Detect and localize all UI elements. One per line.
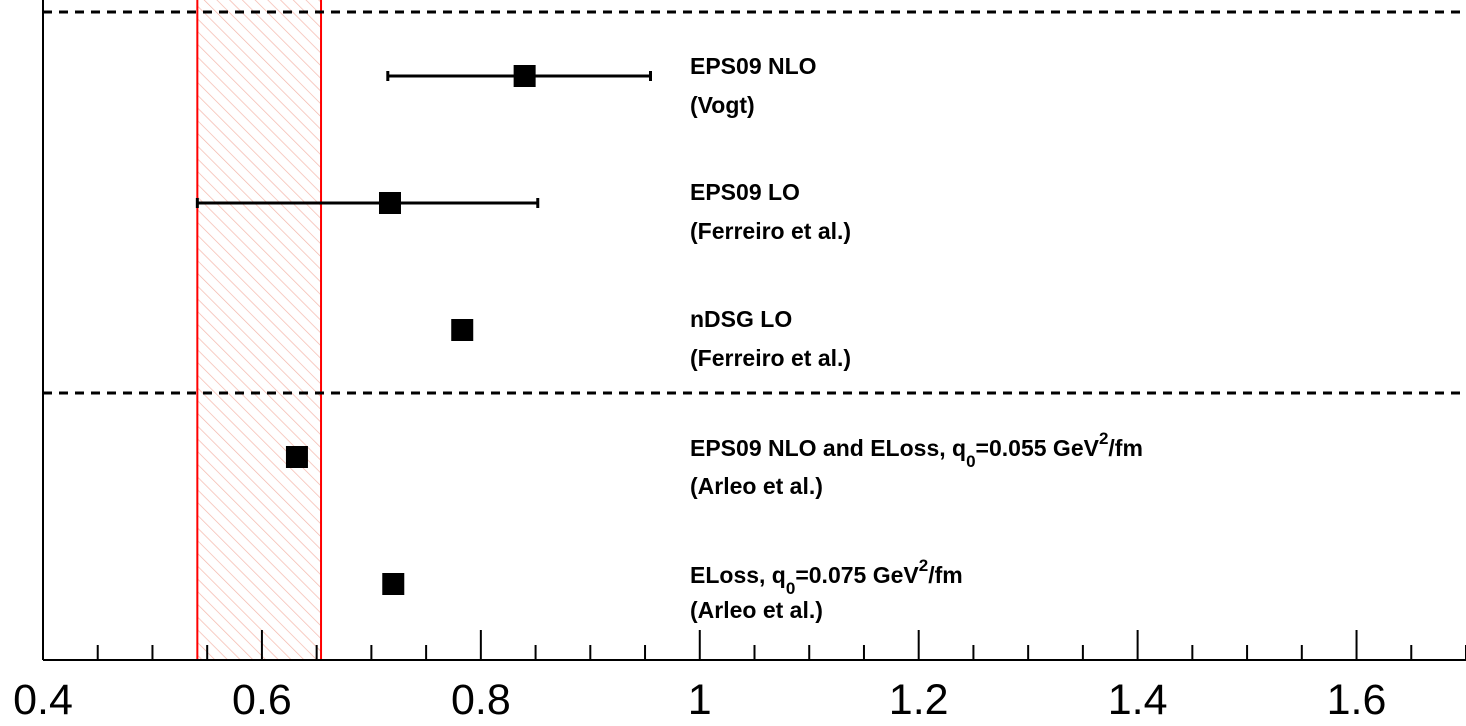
data-point-marker bbox=[451, 319, 474, 341]
tick-label: 1.2 bbox=[889, 676, 949, 724]
band-fill bbox=[197, 0, 322, 660]
tick-label: 0.8 bbox=[451, 676, 511, 724]
label-eloss: ELoss, q0=0.075 GeV2/fm bbox=[690, 556, 963, 598]
data-point-marker bbox=[513, 65, 536, 87]
label-arleo-1: (Arleo et al.) bbox=[690, 473, 823, 499]
data-point-marker bbox=[378, 192, 401, 214]
data-point-marker bbox=[382, 573, 405, 595]
data-points bbox=[195, 65, 653, 595]
label-eps09-nlo: EPS09 NLO bbox=[690, 53, 817, 79]
label-ndsg-lo: nDSG LO bbox=[690, 306, 792, 332]
label-arleo-2: (Arleo et al.) bbox=[690, 597, 823, 623]
tick-label: 1.4 bbox=[1108, 676, 1168, 724]
label-vogt: (Vogt) bbox=[690, 92, 755, 118]
tick-label: 0.6 bbox=[232, 676, 292, 724]
tick-label: 1.6 bbox=[1327, 676, 1387, 724]
tick-label: 0.4 bbox=[13, 676, 73, 724]
label-eps09-nlo-eloss: EPS09 NLO and ELoss, q0=0.055 GeV2/fm bbox=[690, 429, 1143, 471]
label-ferreiro-1: (Ferreiro et al.) bbox=[690, 218, 851, 244]
x-axis-ticks bbox=[42, 630, 1466, 660]
data-point-marker bbox=[285, 446, 308, 468]
label-ferreiro-2: (Ferreiro et al.) bbox=[690, 345, 851, 371]
label-eps09-lo: EPS09 LO bbox=[690, 179, 800, 205]
entry-labels: EPS09 NLO (Vogt) EPS09 LO (Ferreiro et a… bbox=[690, 53, 1143, 623]
tick-label: 1 bbox=[688, 676, 712, 724]
x-axis-tick-labels: 0.4 0.6 0.8 1 1.2 1.4 1.6 bbox=[13, 676, 1386, 724]
